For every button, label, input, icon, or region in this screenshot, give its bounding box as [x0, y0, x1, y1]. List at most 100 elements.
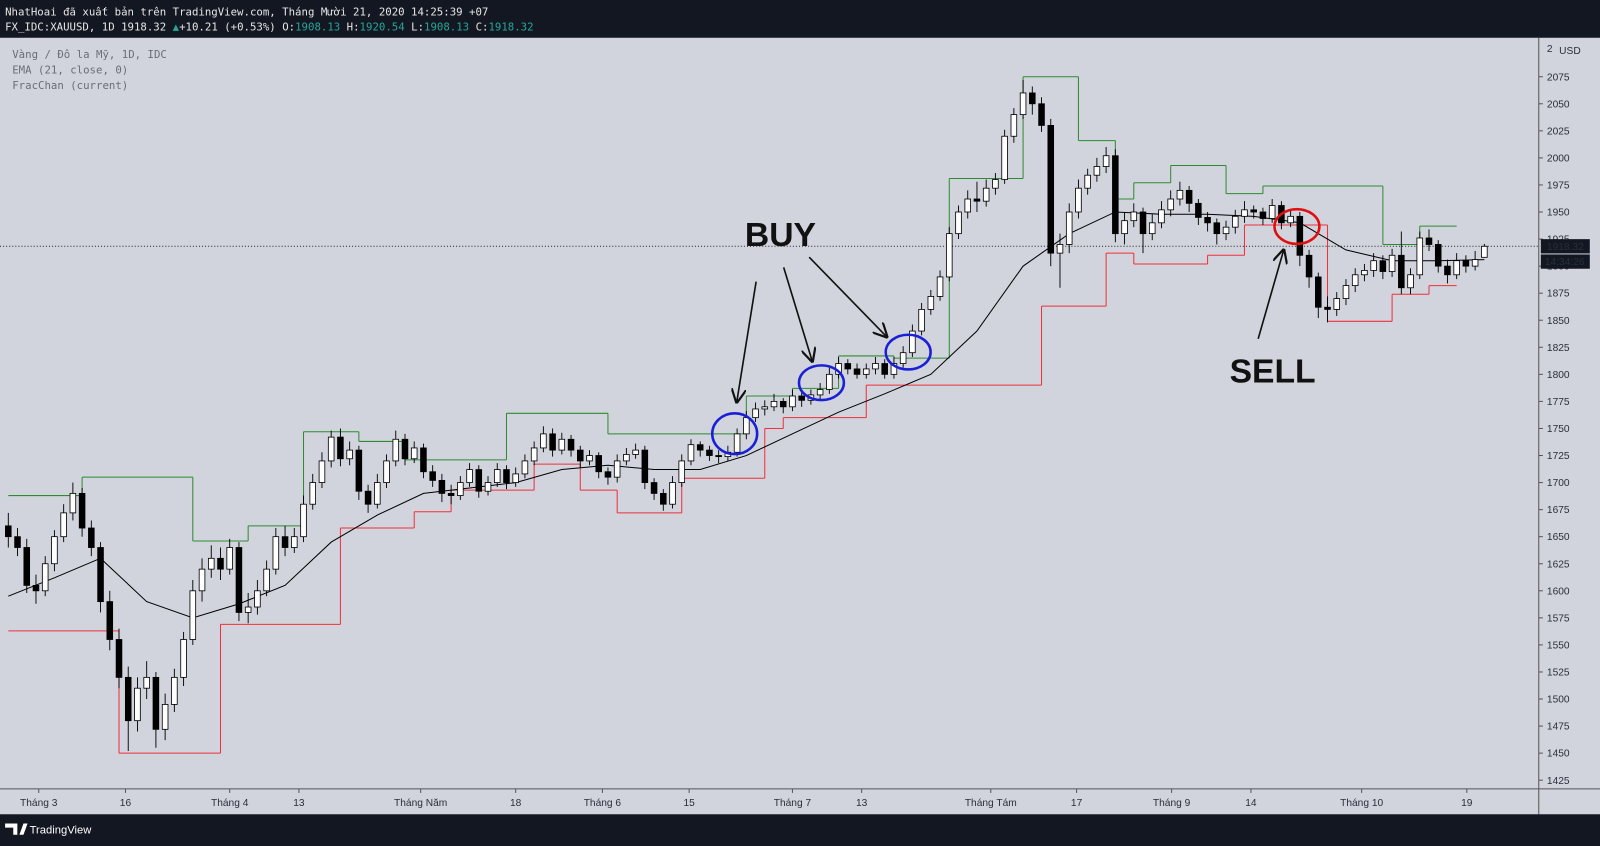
candle-body — [706, 449, 713, 456]
candle-body — [1019, 92, 1027, 116]
y-tick-label: 2025 — [1547, 126, 1570, 137]
candle-body — [743, 417, 750, 435]
low-value: 1908.13 — [424, 21, 469, 34]
y-tick-label: 1800 — [1547, 370, 1570, 381]
candle-body — [1444, 265, 1451, 276]
candle-body — [115, 639, 123, 678]
candle-body — [503, 469, 510, 483]
candle-body — [872, 363, 879, 370]
candle-body — [97, 547, 104, 603]
candle-body — [521, 460, 529, 475]
buy-circle — [884, 333, 932, 371]
brand[interactable]: TradingView — [30, 825, 93, 837]
plot-area — [0, 76, 1539, 754]
candle-body — [586, 455, 593, 462]
buy-circle — [710, 412, 759, 456]
legend-symbol: Vàng / Đô la Mỹ, 1D, IDC — [12, 48, 167, 61]
y-tick-label: 1425 — [1547, 776, 1570, 787]
candle-body — [60, 512, 67, 538]
x-tick-label: 14 — [1245, 798, 1257, 809]
candle-body — [327, 436, 335, 462]
symbol: FX_IDC:XAUUSD, 1D — [5, 21, 115, 34]
candle-body — [540, 433, 547, 449]
candle-body — [1075, 187, 1082, 213]
candle-body — [198, 568, 206, 592]
quote-line: FX_IDC:XAUUSD, 1D 1918.32 ▲+10.21 (+0.53… — [5, 21, 533, 34]
candle-body — [530, 447, 538, 462]
y-tick-label: 1575 — [1547, 613, 1570, 624]
candle-body — [1434, 244, 1442, 267]
high-value: 1920.54 — [360, 21, 405, 34]
candle-body — [918, 308, 925, 332]
candle-body — [1398, 254, 1405, 289]
candle-body — [789, 395, 796, 408]
candle-body — [1213, 222, 1221, 235]
arrow — [782, 267, 813, 361]
x-tick-label: 17 — [1071, 798, 1083, 809]
candle-body — [1121, 220, 1128, 235]
candle-body — [364, 490, 372, 505]
candle-body — [226, 547, 233, 570]
y-tick-label: 2075 — [1547, 72, 1570, 83]
open-value: 1908.13 — [295, 21, 340, 34]
y-tick-label: 1975 — [1547, 181, 1570, 192]
candle-body — [51, 536, 58, 565]
candle-body — [392, 438, 400, 462]
y-tick-label: 2050 — [1547, 99, 1570, 110]
candle-body — [678, 460, 686, 483]
candle-body — [1231, 215, 1239, 228]
buy-label: BUY — [745, 217, 816, 254]
candle-body — [1001, 135, 1008, 180]
candle-body — [429, 471, 436, 481]
countdown-box — [1540, 254, 1590, 269]
candle-body — [78, 492, 86, 529]
y-tick-label: 1525 — [1547, 668, 1570, 679]
candle-body — [374, 482, 381, 505]
candle-body — [1222, 226, 1230, 235]
candle-body — [1268, 205, 1276, 219]
candle-body — [909, 330, 916, 354]
candle-body — [936, 276, 944, 297]
last: 1918.32 — [121, 21, 166, 34]
legend-channel: FracChan (current) — [12, 79, 128, 92]
candle-body — [844, 363, 852, 370]
x-tick-label: 13 — [293, 798, 305, 809]
candle-body — [715, 455, 722, 458]
candle-body — [890, 363, 898, 375]
candle-body — [927, 296, 935, 310]
candle-body — [254, 590, 261, 608]
candle-body — [207, 557, 215, 570]
y-tick-label: 1725 — [1547, 451, 1570, 462]
x-tick-label: Tháng 10 — [1340, 798, 1383, 809]
candle-body — [23, 547, 31, 586]
x-tick-label: Tháng Năm — [394, 798, 447, 809]
candle-body — [1342, 285, 1350, 299]
x-tick-label: 13 — [856, 798, 868, 809]
candle-body — [281, 536, 289, 548]
candle-body — [973, 198, 981, 202]
candle-body — [1176, 189, 1184, 200]
candle-body — [1185, 189, 1193, 204]
candle-body — [189, 590, 197, 640]
arrow — [808, 256, 887, 337]
candle-body — [263, 568, 270, 592]
x-tick-label: Tháng 9 — [1153, 798, 1191, 809]
sell-circle — [1273, 207, 1321, 246]
candle-body — [41, 563, 49, 592]
candle-body — [1388, 254, 1396, 272]
candle-body — [88, 527, 95, 548]
candle-body — [438, 479, 446, 494]
candle-body — [650, 482, 658, 494]
candle-body — [696, 444, 704, 451]
candle-body — [1112, 155, 1119, 235]
last-price-box — [1540, 239, 1590, 254]
candle-body — [1407, 274, 1414, 289]
candle-body — [632, 449, 639, 455]
candle-body — [798, 395, 805, 401]
candle-body — [1305, 254, 1313, 278]
candle-body — [752, 408, 759, 419]
candle-body — [143, 676, 150, 689]
logo[interactable] — [5, 823, 28, 835]
y-tick-label: 1700 — [1547, 478, 1570, 489]
x-tick-label: Tháng Tám — [965, 798, 1017, 809]
